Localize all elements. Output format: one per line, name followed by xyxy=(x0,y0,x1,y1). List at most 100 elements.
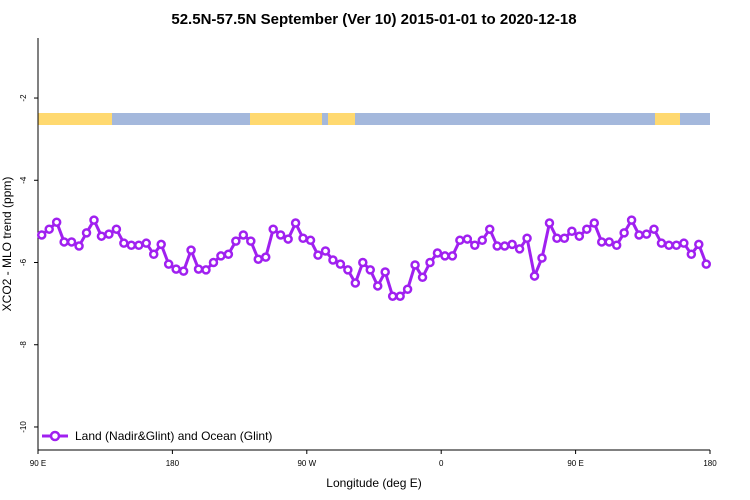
data-point xyxy=(186,245,196,255)
data-point xyxy=(589,218,600,228)
data-point xyxy=(611,240,622,250)
data-point xyxy=(44,224,54,234)
data-point xyxy=(559,233,570,243)
x-tick-label: 180 xyxy=(703,459,717,468)
data-point xyxy=(425,257,435,268)
data-point xyxy=(574,231,585,241)
data-point xyxy=(238,230,249,240)
data-point xyxy=(417,272,428,283)
legend: Land (Nadir&Glint) and Ocean (Glint) xyxy=(42,429,272,443)
data-point xyxy=(567,226,577,237)
ocean-band xyxy=(38,113,710,125)
data-point xyxy=(604,237,614,247)
data-point xyxy=(641,229,652,239)
data-point xyxy=(701,259,712,269)
x-axis-label: Longitude (deg E) xyxy=(326,476,421,490)
data-point xyxy=(178,266,189,276)
data-point xyxy=(36,230,47,240)
x-tick-label: 0 xyxy=(439,459,444,468)
data-point xyxy=(298,233,308,243)
x-tick-label: 180 xyxy=(166,459,180,468)
y-tick-label: -4 xyxy=(19,176,28,184)
data-point xyxy=(664,240,674,250)
data-point xyxy=(343,265,353,275)
data-point xyxy=(328,255,338,265)
data-point xyxy=(395,291,405,301)
x-tick-label: 90 E xyxy=(567,459,583,468)
data-point xyxy=(679,238,689,248)
data-point xyxy=(380,267,390,277)
data-point xyxy=(402,284,413,294)
data-point xyxy=(529,271,540,281)
data-point xyxy=(66,237,77,247)
data-point xyxy=(268,224,278,234)
legend-label: Land (Nadir&Glint) and Ocean (Glint) xyxy=(75,429,272,443)
data-point xyxy=(484,224,495,234)
data-point xyxy=(283,234,293,244)
data-point xyxy=(552,233,562,243)
y-tick-label: -10 xyxy=(19,421,28,433)
y-tick-label: -6 xyxy=(19,258,28,266)
data-point xyxy=(470,240,480,250)
y-tick-label: -2 xyxy=(19,94,28,102)
data-point xyxy=(671,240,682,250)
data-point xyxy=(96,231,107,241)
data-point xyxy=(216,251,226,261)
legend-marker xyxy=(49,430,61,442)
x-tick-label: 90 E xyxy=(30,459,46,468)
data-point xyxy=(134,240,144,250)
x-tick-label: 90 W xyxy=(297,459,316,468)
land-ocean-strip xyxy=(38,113,710,125)
data-point xyxy=(477,235,488,246)
data-point xyxy=(193,264,204,274)
data-point xyxy=(455,235,465,246)
data-point xyxy=(365,265,376,275)
data-point xyxy=(686,249,697,260)
land-band xyxy=(655,113,680,125)
data-point xyxy=(313,250,323,260)
data-point xyxy=(358,257,368,268)
chart-title: 52.5N-57.5N September (Ver 10) 2015-01-0… xyxy=(171,11,576,28)
data-point xyxy=(544,218,555,228)
data-point xyxy=(208,257,219,268)
data-point xyxy=(440,251,450,261)
data-point xyxy=(290,218,301,228)
data-point xyxy=(372,281,383,291)
y-tick-label: -8 xyxy=(19,341,28,349)
data-point xyxy=(305,235,316,246)
data-point xyxy=(447,251,458,261)
land-band xyxy=(250,113,322,125)
data-point xyxy=(619,228,629,238)
data-point xyxy=(119,238,129,248)
data-point xyxy=(59,237,69,247)
data-point xyxy=(649,224,659,234)
data-point xyxy=(492,241,502,251)
data-point xyxy=(260,252,271,262)
data-point xyxy=(462,234,473,244)
land-band xyxy=(328,113,355,125)
data-point xyxy=(51,217,62,227)
data-point xyxy=(350,278,361,288)
data-point xyxy=(163,259,174,269)
data-point xyxy=(156,239,166,250)
data-point xyxy=(656,238,667,248)
data-point xyxy=(387,291,398,301)
data-point xyxy=(410,260,420,270)
data-point xyxy=(514,244,525,254)
data-point xyxy=(74,241,84,251)
data-point xyxy=(111,224,122,234)
data-point xyxy=(253,254,264,264)
data-point xyxy=(223,249,234,260)
data-point xyxy=(89,215,99,225)
data-point xyxy=(81,228,92,238)
data-point xyxy=(596,237,607,247)
data-point xyxy=(432,248,443,258)
data-point xyxy=(275,230,286,240)
y-axis-label: XCO2 - MLO trend (ppm) xyxy=(0,177,14,312)
data-point xyxy=(634,230,644,240)
data-point xyxy=(171,264,181,274)
data-point xyxy=(320,246,331,256)
data-point xyxy=(582,224,592,234)
data-point xyxy=(499,241,510,251)
